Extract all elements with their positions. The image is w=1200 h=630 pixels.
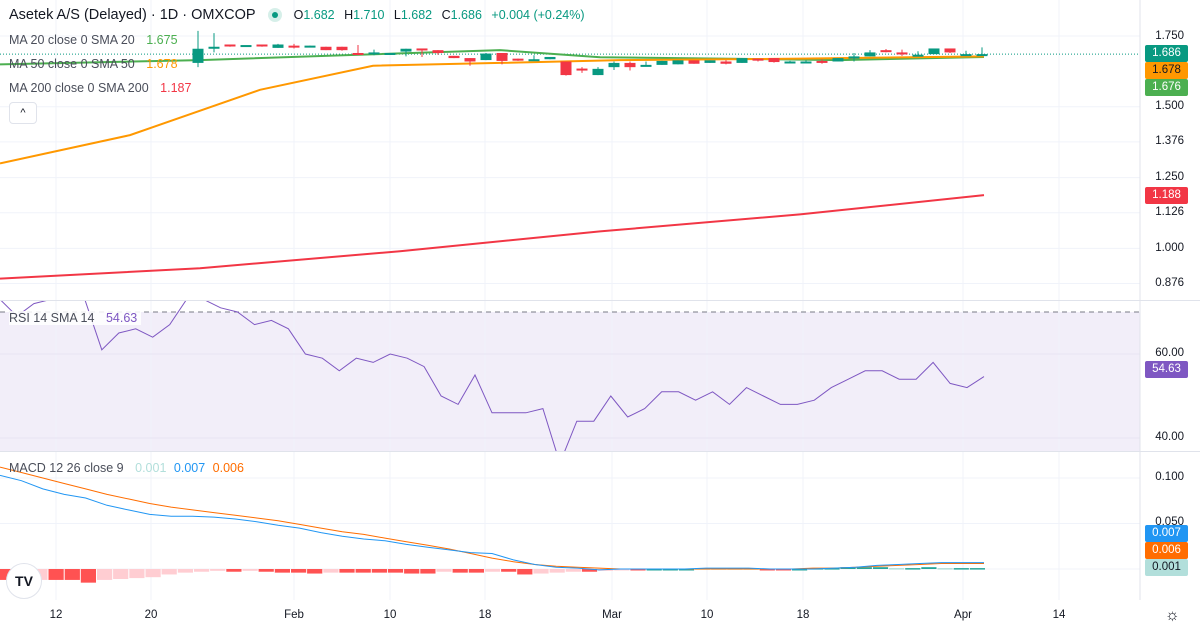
price-tick: 1.250 (1155, 171, 1184, 183)
ma50-value: 1.678 (146, 57, 178, 71)
live-dot-icon (267, 8, 282, 22)
ma200-legend[interactable]: MA 200 close 0 SMA 200 1.187 (9, 81, 191, 95)
macd-legend[interactable]: MACD 12 26 close 9 0.001 0.007 0.006 (9, 461, 244, 475)
high-value: 1.710 (353, 8, 385, 22)
ma20-legend[interactable]: MA 20 close 0 SMA 20 1.675 (9, 33, 178, 47)
rsi-value: 54.63 (105, 311, 138, 325)
open-label: O (293, 8, 304, 22)
ma50-price-tag: 1.678 (1145, 62, 1188, 79)
ma20-label: MA 20 close 0 SMA 20 (9, 33, 135, 47)
close-value: 1.686 (450, 8, 482, 22)
chevron-up-icon: ^ (20, 107, 26, 119)
time-axis-label: 10 (383, 609, 397, 621)
ma50-label: MA 50 close 0 SMA 50 (9, 57, 135, 71)
low-label: L (393, 8, 401, 22)
last-price-tag: 1.686 (1145, 45, 1188, 62)
ma50-legend[interactable]: MA 50 close 0 SMA 50 1.678 (9, 57, 178, 71)
ohlc-values: O1.682 H1.710 L1.682 C1.686 +0.004 (+0.2… (294, 8, 585, 22)
macd-tick: 0.100 (1155, 471, 1184, 483)
time-axis-label: 20 (144, 609, 158, 621)
time-axis-label: 18 (478, 609, 492, 621)
macd-label: MACD 12 26 close 9 (9, 461, 124, 475)
price-pane[interactable] (0, 0, 1200, 300)
low-value: 1.682 (400, 8, 433, 22)
high-label: H (344, 8, 354, 22)
rsi-value-tag: 54.63 (1145, 361, 1188, 378)
price-tick: 1.376 (1155, 135, 1184, 147)
rsi-tick: 40.00 (1155, 431, 1184, 443)
price-tick: 1.750 (1155, 30, 1184, 42)
ma200-value: 1.187 (160, 81, 192, 95)
price-tick: 1.000 (1155, 242, 1184, 254)
rsi-label: RSI 14 SMA 14 (9, 311, 95, 325)
macd-signal-value: 0.006 (212, 461, 244, 475)
time-axis-label: 18 (796, 609, 810, 621)
settings-icon[interactable]: ☼ (1165, 607, 1180, 624)
time-axis-label: Apr (954, 609, 972, 621)
time-axis-label: 12 (49, 609, 63, 621)
ma200-price-tag: 1.188 (1145, 187, 1188, 204)
macd-chart[interactable] (0, 452, 1200, 600)
price-tick: 1.500 (1155, 100, 1184, 112)
time-axis-label: 14 (1052, 609, 1066, 621)
time-axis-label: 10 (700, 609, 714, 621)
symbol-title[interactable]: Asetek A/S (Delayed) · 1D · OMXCOP (9, 7, 256, 23)
time-axis-label: Mar (602, 609, 622, 621)
macd-pane[interactable] (0, 452, 1200, 600)
price-chart[interactable] (0, 0, 1200, 300)
signal-value-tag: 0.006 (1145, 542, 1188, 559)
change-value: +0.004 (+0.24%) (491, 8, 585, 22)
rsi-tick: 60.00 (1155, 347, 1184, 359)
time-axis-label: Feb (284, 609, 304, 621)
tradingview-logo[interactable]: TV (6, 563, 42, 599)
ma20-value: 1.675 (146, 33, 178, 47)
rsi-chart[interactable] (0, 301, 1200, 451)
rsi-legend[interactable]: RSI 14 SMA 14 54.63 (9, 311, 142, 325)
symbol-header: Asetek A/S (Delayed) · 1D · OMXCOP O1.68… (9, 7, 585, 23)
macd-value: 0.007 (173, 461, 206, 475)
macd-value-tag: 0.007 (1145, 525, 1188, 542)
pane-divider[interactable] (0, 300, 1200, 301)
open-value: 1.682 (303, 8, 335, 22)
macd-hist-value: 0.001 (135, 461, 167, 475)
ma200-label: MA 200 close 0 SMA 200 (9, 81, 149, 95)
tradingview-logo-icon: TV (15, 573, 33, 589)
collapse-legend-button[interactable]: ^ (9, 102, 37, 124)
rsi-pane[interactable] (0, 301, 1200, 451)
close-label: C (441, 8, 451, 22)
ma20-price-tag: 1.676 (1145, 79, 1188, 96)
histogram-value-tag: 0.001 (1145, 559, 1188, 576)
price-tick: 0.876 (1155, 277, 1184, 289)
pane-divider[interactable] (0, 451, 1200, 452)
price-tick: 1.126 (1155, 206, 1184, 218)
